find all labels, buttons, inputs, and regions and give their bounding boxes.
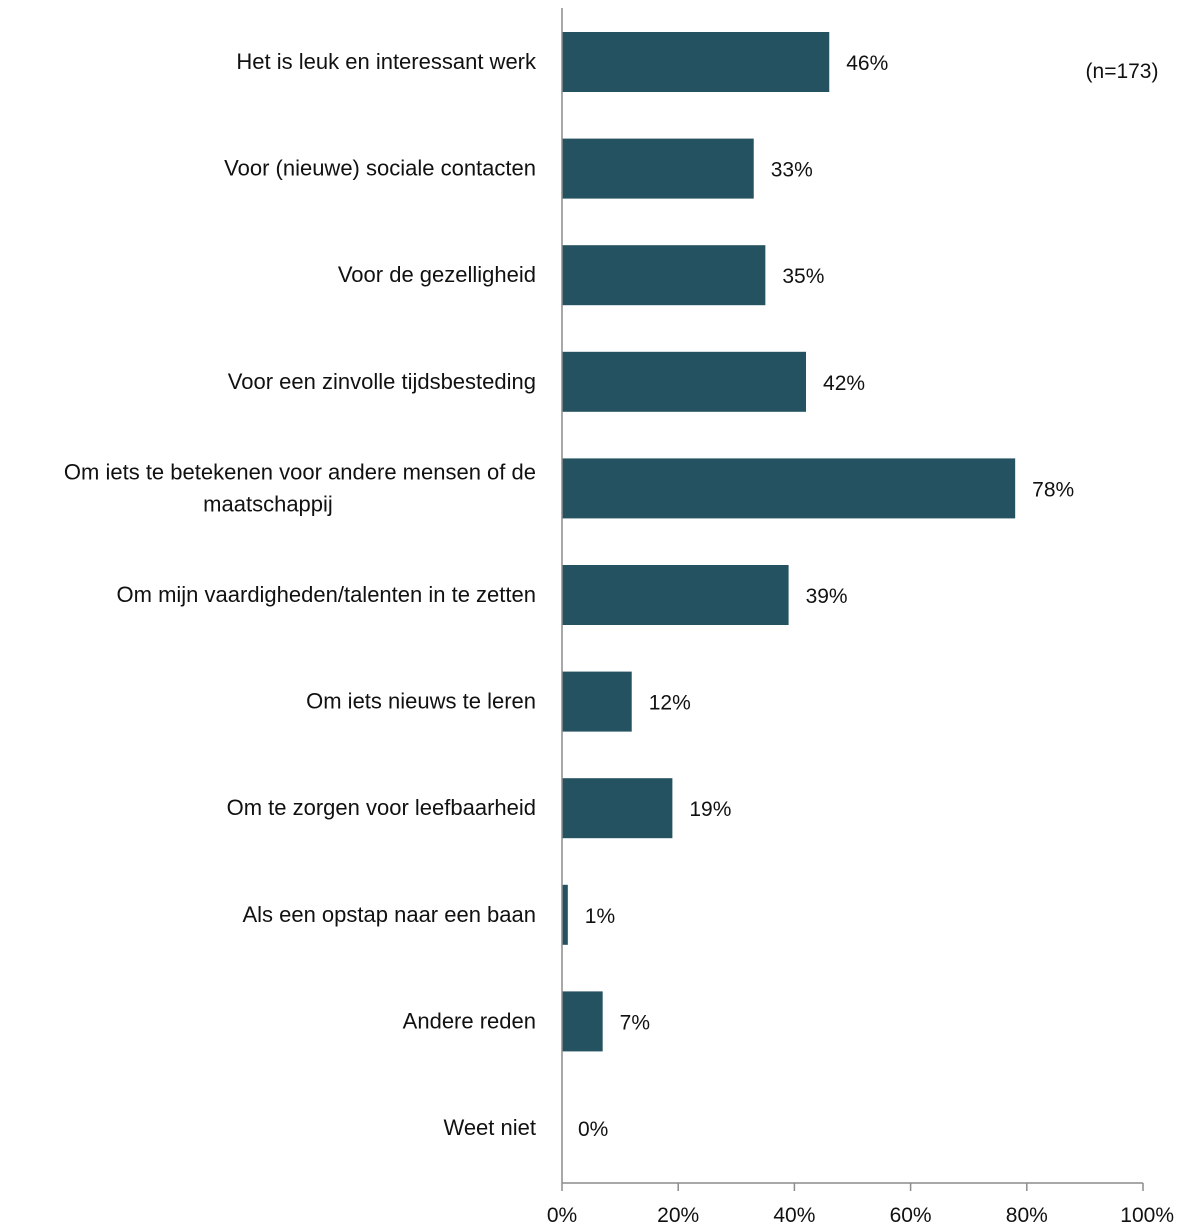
category-label: Als een opstap naar een baan — [242, 902, 536, 927]
x-axis: 0% 20% 40% 60% 80% 100% — [547, 8, 1174, 1227]
value-label: 42% — [823, 372, 865, 395]
category-label: Om te zorgen voor leefbaarheid — [227, 795, 536, 820]
category-label: Weet niet — [443, 1115, 536, 1140]
value-label: 12% — [649, 692, 691, 715]
value-label: 78% — [1032, 478, 1074, 501]
value-label: 35% — [782, 265, 824, 288]
bar — [562, 671, 632, 732]
category-label: Voor (nieuwe) sociale contacten — [224, 156, 536, 181]
value-label: 46% — [846, 52, 888, 75]
x-tick-label: 20% — [657, 1204, 699, 1227]
value-label: 33% — [771, 159, 813, 182]
category-labels: Het is leuk en interessant werk Voor (nie… — [64, 49, 537, 1140]
category-label: Om iets nieuws te leren — [306, 689, 536, 714]
category-label: Voor een zinvolle tijdsbesteding — [228, 369, 536, 394]
value-label: 7% — [620, 1011, 650, 1034]
x-tick-label: 60% — [890, 1204, 932, 1227]
bar — [562, 245, 766, 306]
category-label: Om mijn vaardigheden/talenten in te zett… — [117, 582, 536, 607]
category-label: Het is leuk en interessant werk — [236, 49, 537, 74]
value-label: 1% — [585, 905, 615, 928]
value-label: 39% — [806, 585, 848, 608]
bar — [562, 884, 568, 945]
bars-layer — [562, 32, 1016, 1052]
x-tick-label: 0% — [547, 1204, 577, 1227]
value-label: 19% — [689, 798, 731, 821]
bar — [562, 351, 807, 412]
category-label: maatschappij — [203, 491, 333, 516]
bar — [562, 458, 1016, 519]
category-label: Voor de gezelligheid — [338, 262, 536, 287]
sample-size-note: (n=173) — [1086, 60, 1159, 83]
category-label: Andere reden — [403, 1008, 536, 1033]
bar — [562, 991, 603, 1052]
bar — [562, 778, 673, 839]
x-tick-label: 40% — [773, 1204, 815, 1227]
bar — [562, 32, 830, 92]
category-label: Om iets te betekenen voor andere mensen … — [64, 459, 536, 484]
value-label: 0% — [578, 1118, 608, 1141]
x-tick-label: 80% — [1006, 1204, 1048, 1227]
bar — [562, 565, 789, 625]
x-tick-label: 100% — [1120, 1204, 1174, 1227]
bar — [562, 138, 754, 199]
value-labels: 46% 33% 35% 42% 78% 39% 12% 19% 1% 7% 0% — [578, 52, 1074, 1141]
